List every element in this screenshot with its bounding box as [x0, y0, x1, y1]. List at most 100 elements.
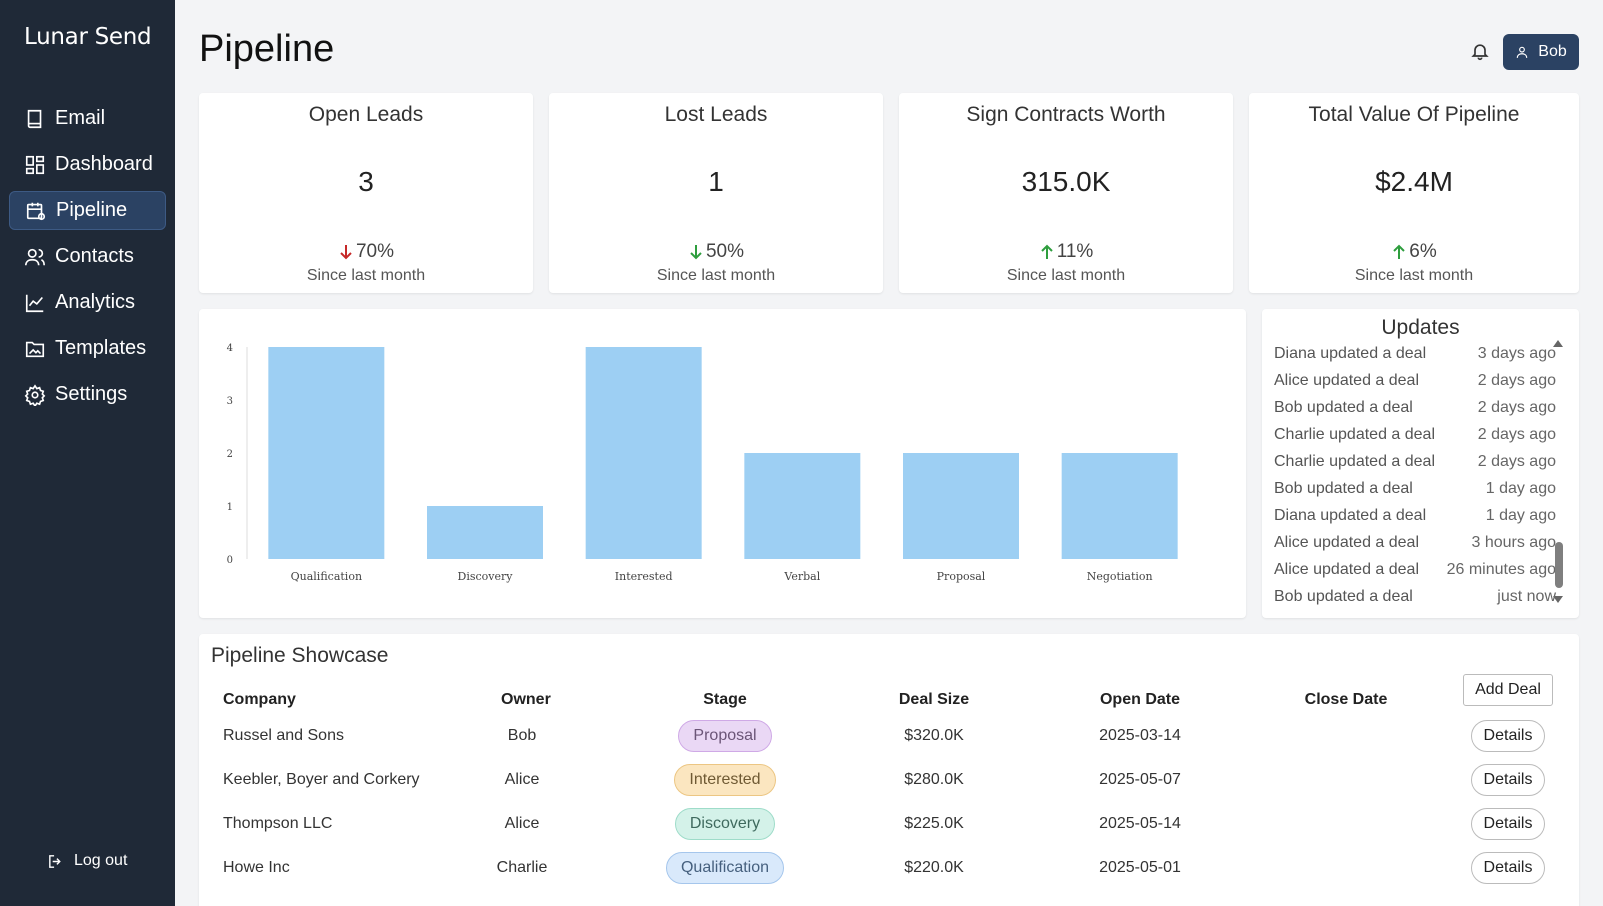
stage-badge-cell: Qualification — [659, 846, 791, 890]
scroll-down-arrow[interactable] — [1553, 596, 1563, 603]
open-date-cell: 2025-05-07 — [1065, 758, 1215, 802]
sidebar-item-pipeline[interactable]: Pipeline — [9, 191, 166, 230]
update-time: 1 day ago — [1485, 479, 1556, 497]
sidebar-item-label: Analytics — [55, 291, 136, 313]
y-tick-label: 3 — [227, 396, 233, 407]
update-item: Bob updated a deal just now — [1274, 583, 1556, 610]
open-date: 2025-05-01 — [1099, 859, 1181, 876]
stat-title: Sign Contracts Worth — [966, 103, 1166, 126]
company: Howe Inc — [223, 859, 290, 876]
column-header-owner: Owner — [501, 691, 551, 708]
stage-badge-cell: Interested — [659, 758, 791, 802]
sidebar-item-dashboard[interactable]: Dashboard — [9, 145, 166, 184]
update-time: 2 days ago — [1477, 371, 1556, 389]
updates-scrollbar[interactable] — [1553, 340, 1565, 606]
open-date: 2025-03-14 — [1099, 727, 1181, 744]
update-time: 2 days ago — [1477, 398, 1556, 416]
open-date-cell: 2025-03-14 — [1065, 714, 1215, 758]
line-chart-icon — [25, 294, 44, 312]
actions-cell: Details — [1463, 846, 1553, 890]
company: Thompson LLC — [223, 815, 333, 832]
bell-icon[interactable] — [1470, 41, 1490, 61]
stat-card-lost-leads: Lost Leads 1 50% Since last month — [549, 93, 883, 293]
logout-label: Log out — [74, 852, 128, 869]
stat-change-value: 6% — [1409, 241, 1437, 262]
update-text: Bob updated a deal — [1274, 398, 1413, 416]
add-deal-button[interactable]: Add Deal — [1463, 674, 1553, 706]
x-tick-label: Qualification — [291, 570, 362, 583]
updates-title: Updates — [1381, 316, 1460, 339]
stat-change: 50% — [549, 241, 883, 263]
column-header-close-date: Close Date — [1304, 691, 1388, 708]
column-header-stage: Stage — [703, 691, 747, 708]
sidebar-nav: Email Dashboard Pipeline Contacts Analyt… — [9, 99, 166, 421]
update-time: just now — [1497, 587, 1556, 605]
updates-list[interactable]: Diana updated a deal 3 days ago Alice upda… — [1274, 340, 1556, 610]
bar-qualification — [268, 347, 385, 559]
update-item: Charlie updated a deal 2 days ago — [1274, 448, 1556, 475]
deal-size: $225.0K — [904, 815, 964, 832]
company-cell: Thompson LLC — [223, 802, 332, 846]
company: Russel and Sons — [223, 727, 344, 744]
sidebar-item-label: Settings — [55, 383, 128, 405]
stage-badge: Interested — [674, 764, 776, 796]
update-text: Charlie updated a deal — [1274, 452, 1436, 470]
scroll-thumb[interactable] — [1555, 542, 1563, 588]
owner: Charlie — [496, 859, 548, 876]
actions-cell: Details — [1463, 758, 1553, 802]
stat-card-sign-contracts-worth: Sign Contracts Worth 315.0K 11% Since la… — [899, 93, 1233, 293]
update-time: 2 days ago — [1477, 425, 1556, 443]
stat-change: 11% — [899, 241, 1233, 263]
sidebar-item-email[interactable]: Email — [9, 99, 166, 138]
sidebar-item-label: Templates — [55, 337, 147, 359]
details-button[interactable]: Details — [1470, 720, 1546, 752]
arrow-up-icon — [1040, 244, 1053, 259]
update-item: Diana updated a deal 3 days ago — [1274, 340, 1556, 367]
open-date: 2025-05-14 — [1099, 815, 1181, 832]
sidebar-item-contacts[interactable]: Contacts — [9, 237, 166, 276]
company-cell: Keebler, Boyer and Corkery — [223, 758, 420, 802]
update-text: Charlie updated a deal — [1274, 425, 1436, 443]
bar-verbal — [744, 453, 861, 559]
y-tick-label: 4 — [227, 343, 233, 354]
user-name: Bob — [1538, 43, 1567, 60]
stat-subtitle: Since last month — [1006, 267, 1126, 284]
update-item: Bob updated a deal 1 day ago — [1274, 475, 1556, 502]
sidebar-item-analytics[interactable]: Analytics — [9, 283, 166, 322]
sidebar-item-templates[interactable]: Templates — [9, 329, 166, 368]
update-time: 3 days ago — [1477, 344, 1556, 362]
column-header-company: Company — [223, 691, 296, 708]
owner-cell: Bob — [473, 714, 571, 758]
details-button[interactable]: Details — [1470, 852, 1546, 884]
table-row: Howe Inc Charlie Qualification $220.0K 2025-… — [199, 846, 1579, 890]
bar-negotiation — [1061, 453, 1178, 559]
details-button[interactable]: Details — [1470, 808, 1546, 840]
open-date-cell: 2025-05-14 — [1065, 802, 1215, 846]
scroll-up-arrow[interactable] — [1553, 340, 1563, 347]
stat-value: 1 — [708, 166, 724, 197]
sidebar-item-settings[interactable]: Settings — [9, 375, 166, 414]
stat-subtitle: Since last month — [656, 267, 776, 284]
stat-title: Open Leads — [308, 103, 424, 126]
stage-badge: Proposal — [678, 720, 772, 752]
deal-size: $220.0K — [904, 859, 964, 876]
x-tick-label: Negotiation — [1087, 570, 1153, 583]
stat-change-value: 50% — [705, 241, 745, 262]
sidebar-item-label: Contacts — [55, 245, 134, 267]
column-header-deal-size: Deal Size — [898, 691, 970, 708]
update-text: Bob updated a deal — [1274, 587, 1413, 605]
x-tick-label: Interested — [615, 570, 673, 583]
logout-button[interactable]: Log out — [47, 852, 127, 870]
x-tick-label: Proposal — [937, 570, 986, 583]
user-menu-button[interactable]: Bob — [1503, 34, 1579, 70]
owner: Alice — [504, 771, 540, 788]
details-button[interactable]: Details — [1470, 764, 1546, 796]
sidebar-item-label: Email — [55, 107, 106, 129]
close-date-cell — [1271, 758, 1421, 802]
company: Keebler, Boyer and Corkery — [223, 771, 420, 788]
table-row: Thompson LLC Alice Discovery $225.0K 2025-05… — [199, 802, 1579, 846]
update-item: Alice updated a deal 26 minutes ago — [1274, 556, 1556, 583]
deal-size-cell: $220.0K — [859, 846, 1009, 890]
stage-badge-cell: Proposal — [659, 714, 791, 758]
owner-cell: Alice — [473, 802, 571, 846]
